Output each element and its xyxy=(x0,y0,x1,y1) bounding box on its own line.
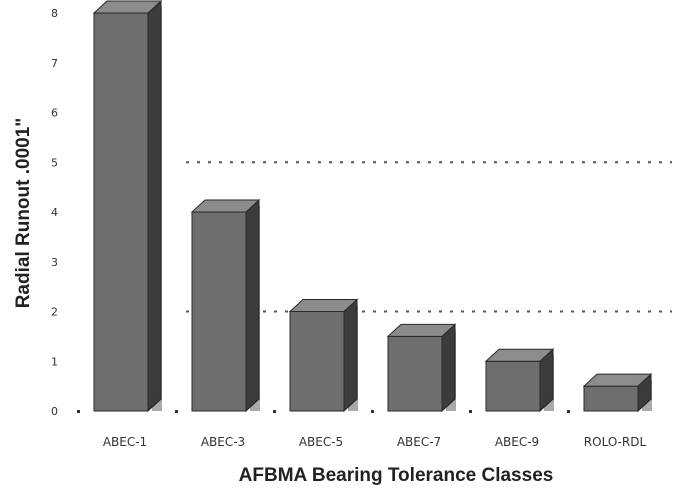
bar-front xyxy=(583,385,639,412)
x-tick-label: ABEC-5 xyxy=(299,435,343,449)
gridlines xyxy=(186,161,672,313)
bar-side xyxy=(245,198,260,413)
bar-front xyxy=(191,211,247,412)
bar-top xyxy=(190,199,261,213)
floor-tick xyxy=(273,410,276,413)
x-axis-title: AFBMA Bearing Tolerance Classes xyxy=(239,465,554,486)
bar-abec-3 xyxy=(175,198,261,413)
y-tick-labels: 0 1 2 3 4 5 6 7 8 xyxy=(51,7,58,418)
bar-top xyxy=(582,373,653,387)
y-tick-label: 7 xyxy=(51,57,58,70)
bar-abec-1 xyxy=(77,0,163,413)
x-tick-labels: ABEC-1 ABEC-3 ABEC-5 ABEC-7 ABEC-9 ROLO-RDL xyxy=(103,435,647,449)
bar-side xyxy=(343,298,358,413)
bar-top xyxy=(92,0,163,14)
x-tick-label: ABEC-3 xyxy=(201,435,245,449)
x-tick-label: ROLO-RDL xyxy=(584,435,647,449)
bars xyxy=(77,0,653,413)
bar-side xyxy=(441,323,456,413)
y-tick-label: 8 xyxy=(51,7,58,20)
floor-tick xyxy=(371,410,374,413)
bar-top xyxy=(484,348,555,362)
bar-side xyxy=(147,0,162,413)
floor-tick xyxy=(77,410,80,413)
x-tick-label: ABEC-7 xyxy=(397,435,441,449)
x-tick-label: ABEC-9 xyxy=(495,435,539,449)
y-tick-label: 0 xyxy=(51,405,58,418)
bar-abec-5 xyxy=(273,298,359,413)
bar-abec-9 xyxy=(469,348,555,413)
x-tick-label: ABEC-1 xyxy=(103,435,147,449)
y-tick-label: 6 xyxy=(51,107,58,120)
y-tick-label: 3 xyxy=(51,256,58,269)
bar-front xyxy=(387,335,443,412)
bar-top xyxy=(386,323,457,337)
floor-tick xyxy=(469,410,472,413)
y-tick-label: 1 xyxy=(51,355,58,368)
bar-top xyxy=(288,299,359,312)
y-tick-label: 4 xyxy=(51,206,58,219)
bar-front xyxy=(485,360,541,412)
floor-tick xyxy=(175,410,178,413)
bar-front xyxy=(289,311,345,412)
bar-front xyxy=(93,12,149,412)
y-axis-title: Radial Runout .0001" xyxy=(13,118,34,309)
y-tick-label: 5 xyxy=(51,156,58,169)
bar-rolo-rdl xyxy=(567,372,653,413)
floor-tick xyxy=(567,410,570,413)
bar-abec-7 xyxy=(371,323,457,413)
y-tick-label: 2 xyxy=(51,306,58,319)
